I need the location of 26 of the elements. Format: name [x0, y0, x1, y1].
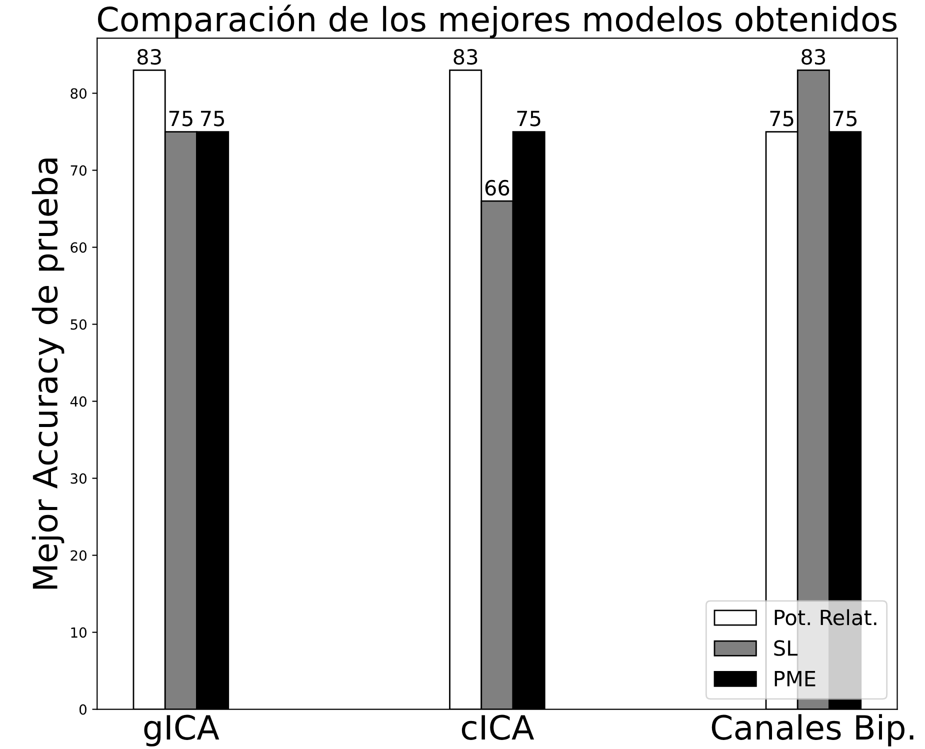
y-tick-label: 20: [70, 550, 86, 561]
legend-label: SL: [774, 640, 798, 656]
data-label: 83: [137, 48, 161, 65]
data-label: 75: [169, 110, 192, 126]
data-label: 75: [834, 110, 857, 126]
y-tick-label: 10: [71, 627, 86, 638]
x-tick-label: gICA: [144, 714, 220, 746]
legend-label: PME: [774, 671, 816, 686]
y-axis-title: Mejor Accuracy de prueba: [32, 158, 64, 589]
chart-title: Comparación de los mejores modelos obtenidos: [98, 4, 897, 38]
legend-label: Pot. Relat.: [774, 609, 876, 626]
y-tick-label: 40: [70, 396, 86, 407]
y-tick-label: 70: [70, 165, 86, 176]
data-label: 75: [201, 110, 224, 126]
y-tick-label: 0: [79, 704, 86, 715]
data-label: 75: [517, 110, 540, 126]
y-tick-label: 60: [70, 242, 86, 253]
x-tick-label: cICA: [462, 714, 534, 740]
data-label: 83: [454, 48, 478, 65]
data-label: 66: [485, 180, 510, 196]
data-label: 83: [802, 48, 826, 65]
y-tick-label: 80: [70, 88, 86, 99]
x-tick-label: Canales Bip.: [712, 714, 914, 746]
data-label: 75: [770, 110, 794, 126]
y-tick-label: 30: [70, 473, 86, 484]
y-tick-label: 50: [70, 319, 86, 330]
